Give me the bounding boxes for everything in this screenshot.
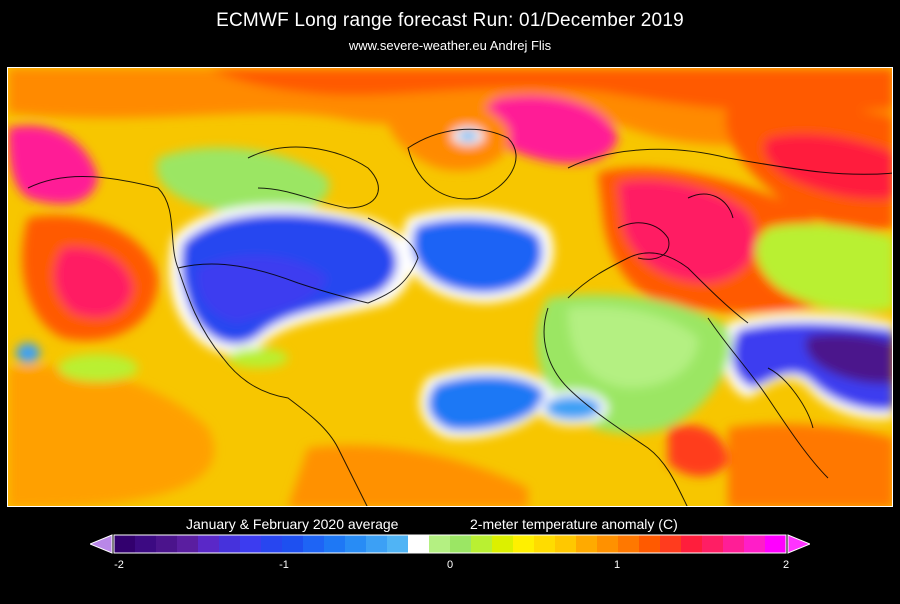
color-swatch (618, 535, 640, 553)
color-swatch (177, 535, 199, 553)
color-swatch (744, 535, 766, 553)
color-swatch (240, 535, 262, 553)
color-swatch (156, 535, 178, 553)
period-label: January & February 2020 average (186, 516, 399, 532)
color-swatch (303, 535, 325, 553)
color-swatch (492, 535, 514, 553)
temperature-anomaly-map (7, 67, 893, 507)
color-scale-frame (113, 534, 787, 554)
color-swatch (114, 535, 136, 553)
color-swatch (324, 535, 346, 553)
color-swatch (639, 535, 661, 553)
variable-label: 2-meter temperature anomaly (C) (470, 516, 678, 532)
tick-label-zero: 0 (446, 559, 454, 571)
color-swatch (366, 535, 388, 553)
color-swatch (261, 535, 283, 553)
color-swatch (702, 535, 724, 553)
color-scale (90, 534, 810, 554)
color-swatch (198, 535, 220, 553)
above-range-arrow (787, 534, 810, 554)
map-title: ECMWF Long range forecast Run: 01/Decemb… (216, 10, 684, 31)
color-swatch (450, 535, 472, 553)
tick-label-neg1: -1 (279, 559, 289, 571)
color-swatch (765, 535, 787, 553)
color-swatch (576, 535, 598, 553)
color-swatch (429, 535, 451, 553)
tick-label-min: -2 (114, 559, 124, 571)
color-swatch (660, 535, 682, 553)
tick-label-pos1: 1 (613, 559, 621, 571)
color-swatch (471, 535, 493, 553)
anomaly-field (8, 68, 892, 506)
color-scale-swatches (113, 534, 787, 554)
color-swatch (282, 535, 304, 553)
color-swatch (387, 535, 409, 553)
color-swatch (219, 535, 241, 553)
color-swatch (597, 535, 619, 553)
color-swatch (513, 535, 535, 553)
color-swatch (555, 535, 577, 553)
map-credit: www.severe-weather.eu Andrej Flis (348, 38, 552, 53)
color-swatch (345, 535, 367, 553)
color-swatch (681, 535, 703, 553)
below-range-arrow (90, 534, 113, 554)
color-swatch (135, 535, 157, 553)
color-swatch (408, 535, 430, 553)
tick-label-max: 2 (782, 559, 790, 571)
color-swatch (723, 535, 745, 553)
color-swatch (534, 535, 556, 553)
